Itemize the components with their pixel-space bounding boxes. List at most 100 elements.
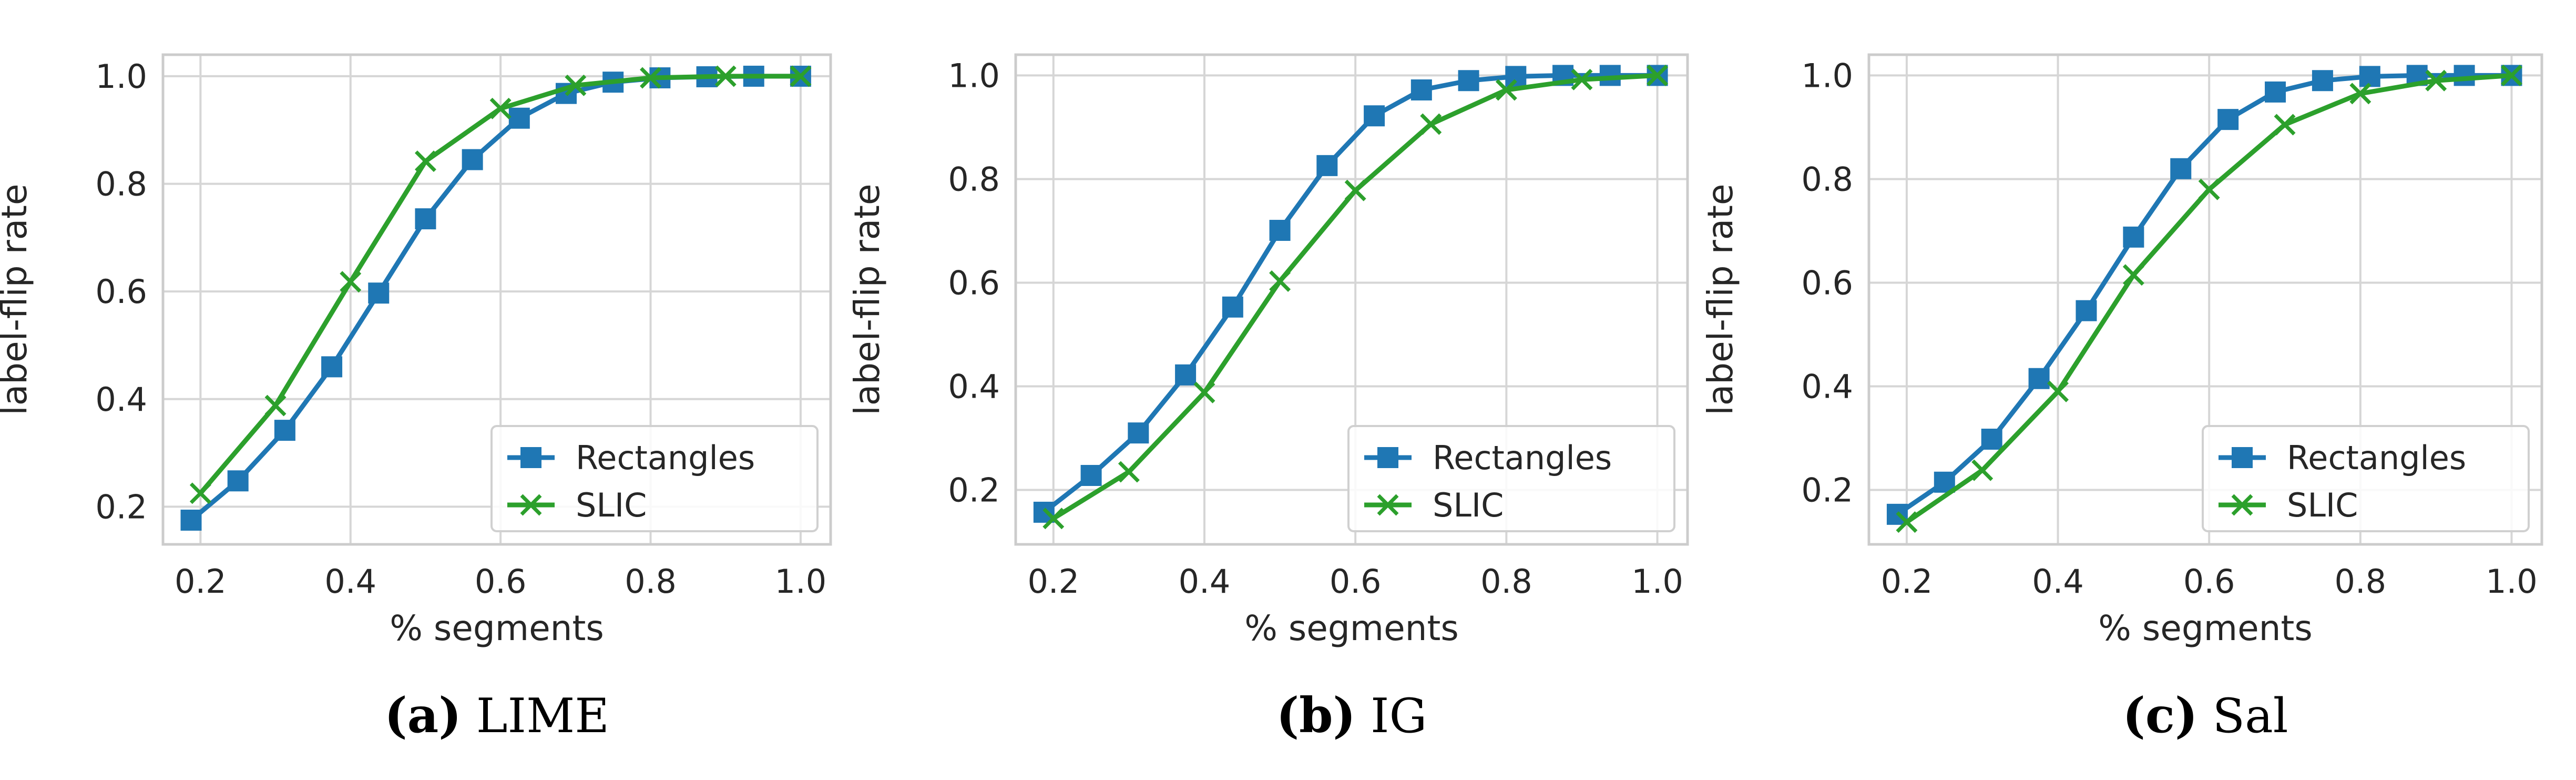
data-point-rectangles	[2312, 70, 2333, 92]
data-point-slic	[264, 394, 287, 417]
x-axis-label: % segments	[2098, 608, 2313, 649]
data-point-rectangles	[1269, 219, 1291, 241]
data-point-slic	[1420, 113, 1442, 135]
data-point-rectangles	[2217, 109, 2239, 130]
y-tick-label: 1.0	[1801, 56, 1853, 95]
data-point-slic	[714, 65, 737, 87]
x-tick-label: 0.2	[1881, 562, 1933, 601]
data-point-slic	[2349, 83, 2371, 105]
y-tick-label: 1.0	[948, 56, 1000, 95]
subfigure-caption: (c) Sal	[2122, 687, 2288, 744]
data-point-slic	[1647, 64, 1669, 86]
data-point-rectangles	[1458, 70, 1479, 92]
legend-marker-rectangles	[1377, 447, 1398, 468]
data-point-rectangles	[274, 420, 295, 441]
data-point-rectangles	[2359, 66, 2380, 87]
data-point-rectangles	[321, 356, 343, 378]
data-point-rectangles	[180, 509, 202, 531]
plot-frame	[161, 53, 832, 546]
x-tick-label: 0.6	[475, 562, 527, 601]
caption-letter: (c)	[2122, 687, 2197, 744]
x-tick-label: 0.2	[175, 562, 227, 601]
data-point-slic	[790, 65, 812, 87]
plot-frame	[1014, 53, 1689, 546]
legend-box	[2202, 425, 2530, 532]
subfigure-caption: (b) IG	[1276, 687, 1427, 744]
data-point-rectangles	[1080, 464, 1102, 486]
y-tick-label: 0.6	[1801, 264, 1853, 302]
data-point-rectangles	[1316, 155, 1338, 176]
data-point-slic	[1896, 511, 1918, 533]
legend-label-slic: SLIC	[576, 486, 647, 524]
caption-text: IG	[1371, 688, 1427, 744]
x-tick-label: 0.2	[1027, 562, 1079, 601]
plot-frame	[1867, 53, 2543, 546]
y-tick-label: 1.0	[95, 57, 147, 96]
data-point-slic	[1971, 459, 1994, 481]
data-point-rectangles	[1505, 66, 1527, 87]
legend-marker-slic	[1377, 494, 1399, 516]
data-point-rectangles	[2170, 158, 2192, 179]
x-tick-label: 1.0	[775, 562, 827, 601]
legend-label-rectangles: Rectangles	[2287, 439, 2466, 477]
data-point-slic	[1193, 381, 1215, 403]
data-point-slic	[189, 482, 211, 504]
y-tick-label: 0.4	[95, 380, 147, 419]
data-point-rectangles	[2123, 226, 2144, 248]
caption-text: LIME	[476, 688, 609, 744]
y-tick-label: 0.4	[948, 368, 1000, 406]
data-point-rectangles	[462, 149, 483, 170]
legend-marker-rectangles	[2232, 447, 2253, 468]
x-tick-label: 1.0	[2486, 562, 2538, 601]
data-point-rectangles	[1175, 364, 1197, 386]
chart-panel-2: 0.2 0.4 0.6 0.8 1.0 0.2 0.4 0.6 0.8 1.0 % segments…	[847, 53, 1689, 744]
y-tick-label: 0.8	[95, 165, 147, 204]
y-tick-label: 0.6	[95, 272, 147, 311]
legend: Rectangles SLIC	[1347, 425, 1675, 532]
data-point-rectangles	[1364, 105, 1385, 127]
x-tick-label: 0.8	[625, 562, 677, 601]
y-tick-label: 0.4	[1801, 368, 1853, 406]
caption-text: Sal	[2212, 688, 2288, 744]
x-tick-label: 0.8	[1480, 562, 1532, 601]
data-point-slic	[489, 97, 512, 119]
legend-box	[490, 425, 819, 532]
chart-panel-1: 0.2 0.4 0.6 0.8 1.0 0.2 0.4 0.6 0.8 1.0 % segments…	[0, 53, 832, 744]
y-axis-label: label-flip rate	[0, 184, 35, 415]
x-axis-label: % segments	[390, 608, 604, 649]
data-point-rectangles	[1128, 422, 1149, 444]
caption-letter: (a)	[384, 687, 462, 744]
data-point-rectangles	[2265, 81, 2286, 103]
legend-label-slic: SLIC	[1433, 486, 1504, 524]
data-point-rectangles	[2454, 65, 2475, 86]
caption-letter: (b)	[1276, 687, 1356, 744]
data-point-slic	[1495, 79, 1517, 101]
data-point-slic	[1344, 179, 1366, 201]
legend-marker-slic	[2231, 494, 2253, 516]
x-tick-label: 0.6	[2183, 562, 2235, 601]
x-tick-label: 0.4	[2032, 562, 2084, 601]
legend-box	[1347, 425, 1675, 532]
data-point-slic	[565, 74, 587, 96]
y-tick-label: 0.8	[1801, 160, 1853, 198]
data-point-rectangles	[1222, 296, 1243, 318]
legend: Rectangles SLIC	[490, 425, 819, 532]
legend-marker-rectangles	[520, 447, 541, 468]
data-point-slic	[2274, 114, 2296, 136]
legend-label-slic: SLIC	[2287, 486, 2358, 524]
y-tick-label: 0.2	[948, 471, 1000, 510]
data-point-slic	[1042, 508, 1065, 530]
legend-label-rectangles: Rectangles	[1433, 439, 1612, 477]
chart-panel-3: 0.2 0.4 0.6 0.8 1.0 0.2 0.4 0.6 0.8 1.0 % segments…	[1700, 53, 2543, 744]
x-tick-label: 0.6	[1330, 562, 1382, 601]
x-axis-label: % segments	[1244, 608, 1459, 649]
data-point-slic	[2047, 380, 2069, 402]
data-point-rectangles	[415, 208, 436, 230]
x-tick-label: 1.0	[1631, 562, 1683, 601]
y-axis-label: label-flip rate	[1700, 184, 1741, 415]
data-point-slic	[2122, 264, 2144, 286]
x-tick-label: 0.8	[2335, 562, 2387, 601]
data-point-slic	[414, 150, 436, 173]
data-point-rectangles	[227, 470, 249, 492]
data-point-slic	[1118, 461, 1140, 483]
